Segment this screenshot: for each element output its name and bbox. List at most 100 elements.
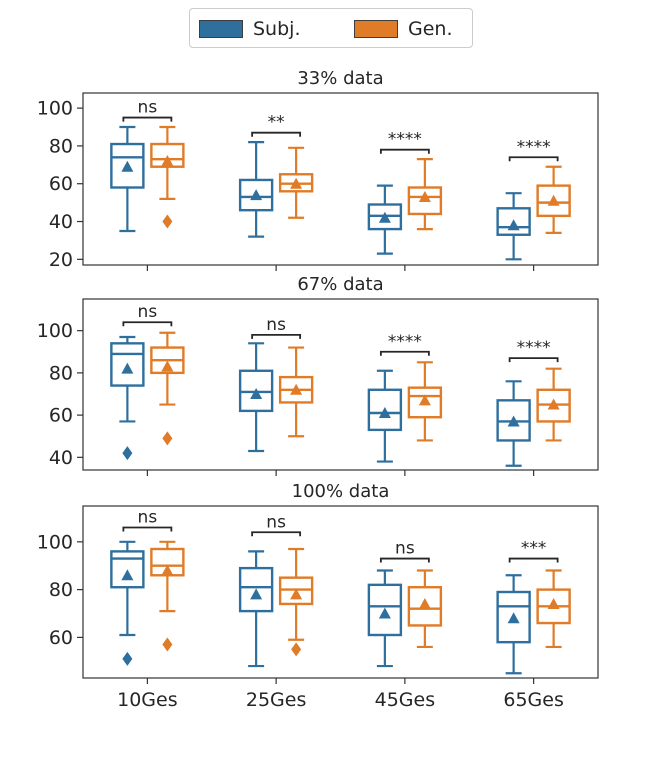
significance-label: ns [138,98,158,118]
legend-entry-gen: Gen. [354,18,453,40]
significance-bracket [122,526,173,532]
significance-label: ns [138,508,158,528]
box-subj-45ges [367,569,403,668]
panel-title: 100% data [292,481,390,502]
significance-label: ns [138,302,158,322]
y-tick-label: 100 [37,98,73,120]
legend-label-subj: Subj. [253,18,301,40]
box-gen-25ges [278,346,314,438]
mean-marker [121,569,134,581]
x-tick-label: 10Ges [117,689,178,711]
significance-label: **** [517,338,551,358]
panel-title: 67% data [297,274,383,295]
box-subj-25ges [238,550,274,668]
box-gen-65ges [536,569,571,649]
mean-marker [121,362,134,374]
box-gen-45ges [407,158,443,231]
box-subj-10ges [110,125,145,233]
significance-bracket [122,321,173,327]
mean-marker [290,177,303,189]
significance-label: *** [521,539,547,559]
significance-label: ns [266,315,286,335]
significance-label: ns [395,539,415,559]
y-tick-label: 60 [49,627,73,649]
box-subj-65ges [496,380,531,467]
mean-marker [161,155,174,167]
box-gen-25ges [278,146,314,219]
y-tick-label: 80 [49,135,73,157]
x-tick-label: 65Ges [503,689,564,711]
significance-bracket [251,531,302,537]
legend-swatch-gen [354,20,398,38]
box-subj-45ges [367,184,403,255]
mean-marker [547,194,560,206]
box-gen-45ges [407,361,443,442]
box-subj-65ges [496,574,531,675]
mean-marker [161,360,174,372]
y-tick-label: 40 [49,447,73,469]
box-subj-25ges [238,141,274,238]
significance-bracket [122,116,173,122]
mean-marker [250,189,263,201]
mean-marker [547,597,560,609]
mean-marker [418,190,431,202]
legend: Subj. Gen. [189,8,473,48]
y-tick-label: 100 [37,531,73,553]
significance-bracket [379,350,430,356]
mean-marker [547,398,560,410]
mean-marker [507,612,520,624]
significance-bracket [379,148,430,154]
significance-label: ** [268,113,285,133]
box-gen-10ges [150,125,185,229]
y-tick-label: 60 [49,405,73,427]
box-gen-65ges [536,165,571,234]
y-tick-label: 20 [49,249,73,271]
outlier-marker [162,214,173,229]
outlier-marker [122,446,133,461]
mean-marker [378,407,391,418]
box-gen-10ges [150,331,185,446]
box-subj-10ges [110,540,145,666]
panel-3: 100% data 60 80 100 ns ns ns *** 10Ges 25Ges 45Ges… [37,481,599,711]
mean-marker [507,415,520,427]
box-subj-45ges [367,369,403,463]
y-tick-label: 60 [49,173,73,195]
significance-label: **** [517,137,551,157]
panel-frame [82,92,599,266]
x-tick-label: 45Ges [375,689,436,711]
y-tick-label: 100 [37,320,73,342]
panel-frame [82,505,599,679]
significance-bracket [508,557,559,563]
significance-label: ns [266,512,286,532]
box-body [536,184,571,218]
mean-marker [121,160,134,172]
panel-frame [82,298,599,471]
x-tick-label: 25Ges [246,689,307,711]
mean-marker [250,388,263,399]
outlier-marker [162,637,173,652]
box-gen-65ges [536,367,571,442]
significance-bracket [251,131,302,137]
mean-marker [378,607,391,619]
box-subj-25ges [238,342,274,453]
panel-title: 33% data [297,68,383,89]
box-gen-25ges [278,547,314,657]
y-tick-label: 40 [49,211,73,233]
panel-2: 67% data 40 60 80 100 ns ns **** **** [37,274,599,476]
mean-marker [290,588,303,600]
box-gen-45ges [407,569,443,649]
y-tick-label: 80 [49,362,73,384]
box-gen-10ges [150,540,185,652]
legend-label-gen: Gen. [408,18,453,40]
mean-marker [418,597,431,609]
significance-bracket [508,156,559,162]
mean-marker [290,383,303,395]
mean-marker [378,211,391,223]
mean-marker [250,588,263,600]
mean-marker [418,394,431,406]
box-body [496,207,531,236]
legend-swatch-subj [199,20,243,38]
outlier-marker [162,431,173,446]
significance-bracket [508,357,559,363]
